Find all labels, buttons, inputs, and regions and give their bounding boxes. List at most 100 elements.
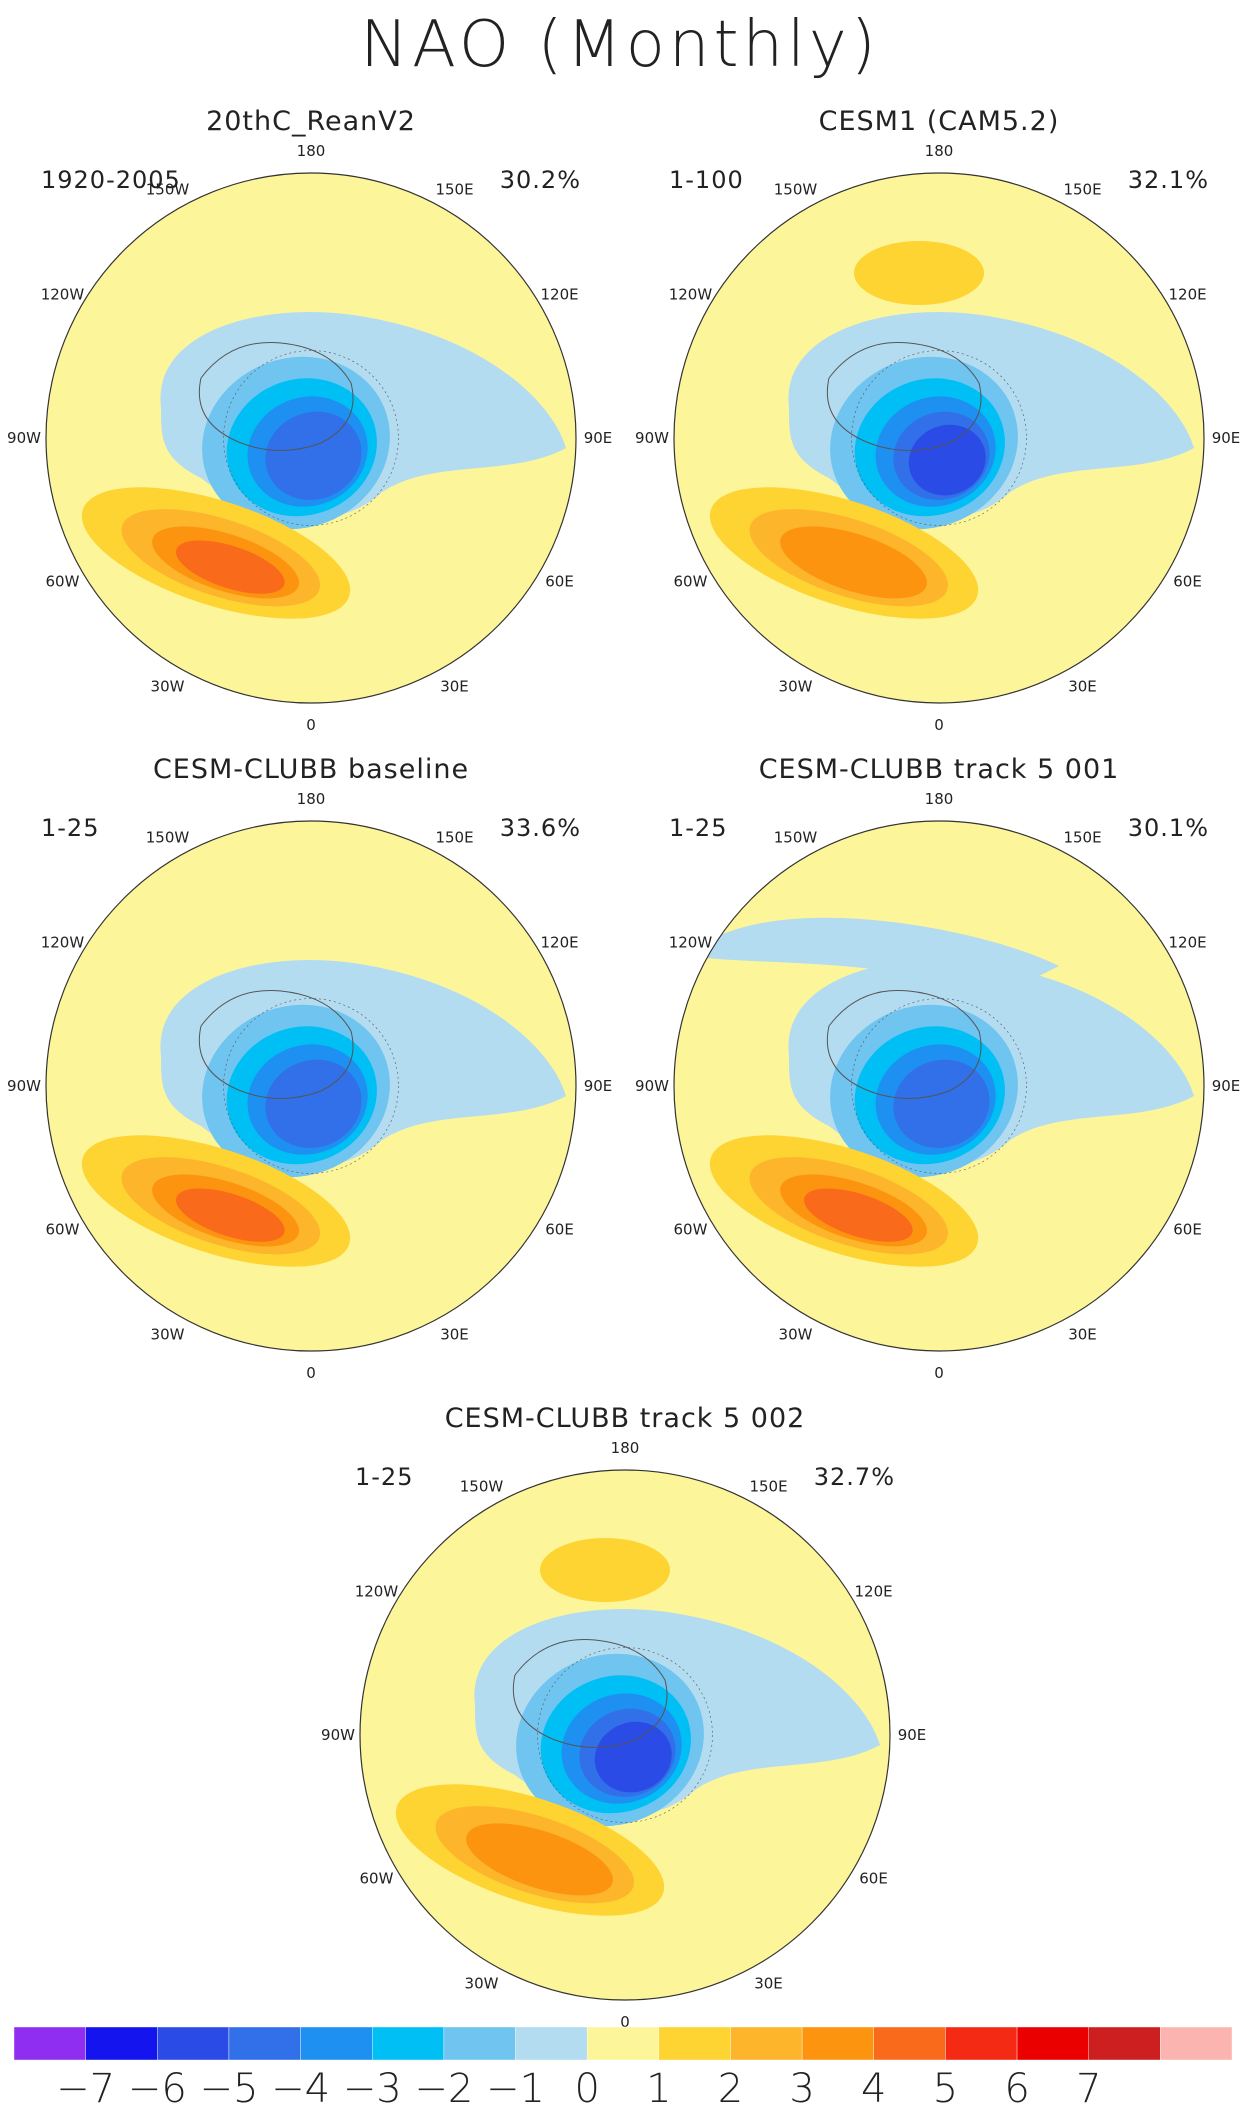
negative-contour: [689, 917, 1059, 996]
longitude-label: 60E: [1173, 1221, 1202, 1239]
coastline: [512, 1638, 668, 1748]
longitude-label: 60W: [45, 1221, 79, 1239]
colorbar-bin: [1160, 2026, 1233, 2061]
field-group: [674, 821, 1204, 1351]
colorbar-tick-label: 4: [861, 2066, 886, 2112]
longitude-label: 90W: [7, 1077, 41, 1095]
longitude-label: 90E: [584, 429, 613, 447]
longitude-label: 90W: [635, 1077, 669, 1095]
positive-contour: [540, 1538, 670, 1602]
longitude-label: 150W: [146, 180, 190, 198]
colorbar-bin: [730, 2026, 803, 2061]
colorbar-tick-label: −7: [56, 2066, 115, 2112]
map-border: [673, 820, 1205, 1352]
colorbar-tick-label: −6: [128, 2066, 187, 2112]
longitude-label: 120W: [355, 1583, 399, 1601]
longitude-label: 60W: [45, 573, 79, 591]
longitude-label: 30E: [754, 1975, 783, 1993]
panel-variance: 32.7%: [814, 1463, 895, 1491]
figure-title: NAO (Monthly): [360, 8, 879, 82]
colorbar-bin: [372, 2026, 445, 2061]
longitude-label: 30W: [151, 1326, 185, 1344]
colorbar: −7 −6 −5 −4 −3 −2 −1 0 1 2 3 4 5 6 7: [13, 2026, 1233, 2112]
colorbar-tick-label: −3: [343, 2066, 402, 2112]
colorbar-tick-label: −5: [199, 2066, 258, 2112]
panel-title: 20thC_ReanV2: [206, 106, 416, 137]
longitude-label: 60W: [359, 1870, 393, 1888]
longitude-label: 150W: [460, 1477, 504, 1495]
panel-variance: 30.1%: [1128, 814, 1209, 842]
longitude-label: 0: [620, 2013, 630, 2031]
longitude-label: 60E: [859, 1870, 888, 1888]
panel-period: 1-25: [355, 1463, 413, 1491]
field-group: [360, 1470, 890, 2000]
colorbar-tick-label: 5: [933, 2066, 958, 2112]
positive-contour: [175, 540, 285, 594]
colorbar-bin: [13, 2026, 86, 2061]
longitude-label: 180: [611, 1439, 640, 1457]
colorbar-bin: [1088, 2026, 1161, 2061]
longitude-label: 30W: [779, 678, 813, 696]
map-panel: 20thC_ReanV2 1920-2005 30.2% 180 150E 120E 90E…: [7, 106, 612, 734]
map-panel: CESM-CLUBB track 5 002 1-25 32.7% 180 150E 12…: [321, 1403, 926, 2031]
positive-contour: [175, 1188, 285, 1242]
field-group: [46, 173, 576, 703]
longitude-label: 0: [934, 716, 944, 734]
colorbar-bin: [1016, 2026, 1089, 2061]
longitude-label: 30W: [779, 1326, 813, 1344]
longitude-label: 180: [297, 142, 326, 160]
longitude-label: 90W: [321, 1726, 355, 1744]
longitude-label: 90E: [1212, 1077, 1241, 1095]
longitude-label: 0: [934, 1364, 944, 1382]
panel-period: 1-100: [669, 166, 744, 194]
panel-title: CESM1 (CAM5.2): [819, 106, 1060, 137]
colorbar-bin: [945, 2026, 1018, 2061]
latitude-ring: [851, 350, 1027, 526]
map-border: [359, 1469, 891, 2001]
negative-contour: [908, 424, 986, 496]
colorbar-tick-label: 3: [789, 2066, 814, 2112]
longitude-label: 30E: [440, 1326, 469, 1344]
colorbar-tick-label: −4: [271, 2066, 330, 2112]
colorbar-tick-label: 7: [1076, 2066, 1101, 2112]
panel-title: CESM-CLUBB track 5 001: [759, 754, 1120, 785]
coastline: [826, 989, 982, 1099]
panel-period: 1-25: [669, 814, 727, 842]
latitude-ring: [851, 998, 1027, 1174]
longitude-label: 180: [925, 790, 954, 808]
colorbar-bin: [873, 2026, 946, 2061]
panel-title: CESM-CLUBB baseline: [153, 754, 469, 785]
colorbar-bin: [515, 2026, 588, 2061]
longitude-label: 0: [306, 1364, 316, 1382]
longitude-label: 30W: [151, 678, 185, 696]
colorbar-bin: [443, 2026, 516, 2061]
colorbar-bin: [586, 2026, 660, 2061]
longitude-label: 90E: [1212, 429, 1241, 447]
colorbar-tick-label: 1: [646, 2066, 671, 2112]
panel-variance: 32.1%: [1128, 166, 1209, 194]
longitude-label: 180: [925, 142, 954, 160]
colorbar-tick-label: 2: [718, 2066, 743, 2112]
longitude-label: 30E: [440, 678, 469, 696]
longitude-label: 120W: [669, 934, 713, 952]
map-border: [45, 820, 577, 1352]
panel-title: CESM-CLUBB track 5 002: [445, 1403, 806, 1434]
longitude-label: 90W: [635, 429, 669, 447]
longitude-label: 60E: [545, 573, 574, 591]
map-panel: CESM-CLUBB track 5 001 1-25 30.1% 180 150E 12…: [635, 754, 1240, 1382]
colorbar-bin: [157, 2026, 230, 2061]
negative-contour: [594, 1721, 672, 1793]
colorbar-tick-label: −2: [414, 2066, 473, 2112]
longitude-label: 120E: [854, 1583, 892, 1601]
longitude-label: 150E: [435, 828, 473, 846]
field-group: [674, 173, 1204, 703]
coastline: [198, 341, 354, 451]
longitude-label: 150W: [146, 828, 190, 846]
positive-contour: [466, 1823, 613, 1896]
panel-period: 1920-2005: [41, 166, 181, 194]
latitude-ring: [223, 998, 399, 1174]
longitude-label: 120E: [1168, 286, 1206, 304]
longitude-label: 120W: [669, 286, 713, 304]
colorbar-bin: [85, 2026, 158, 2061]
